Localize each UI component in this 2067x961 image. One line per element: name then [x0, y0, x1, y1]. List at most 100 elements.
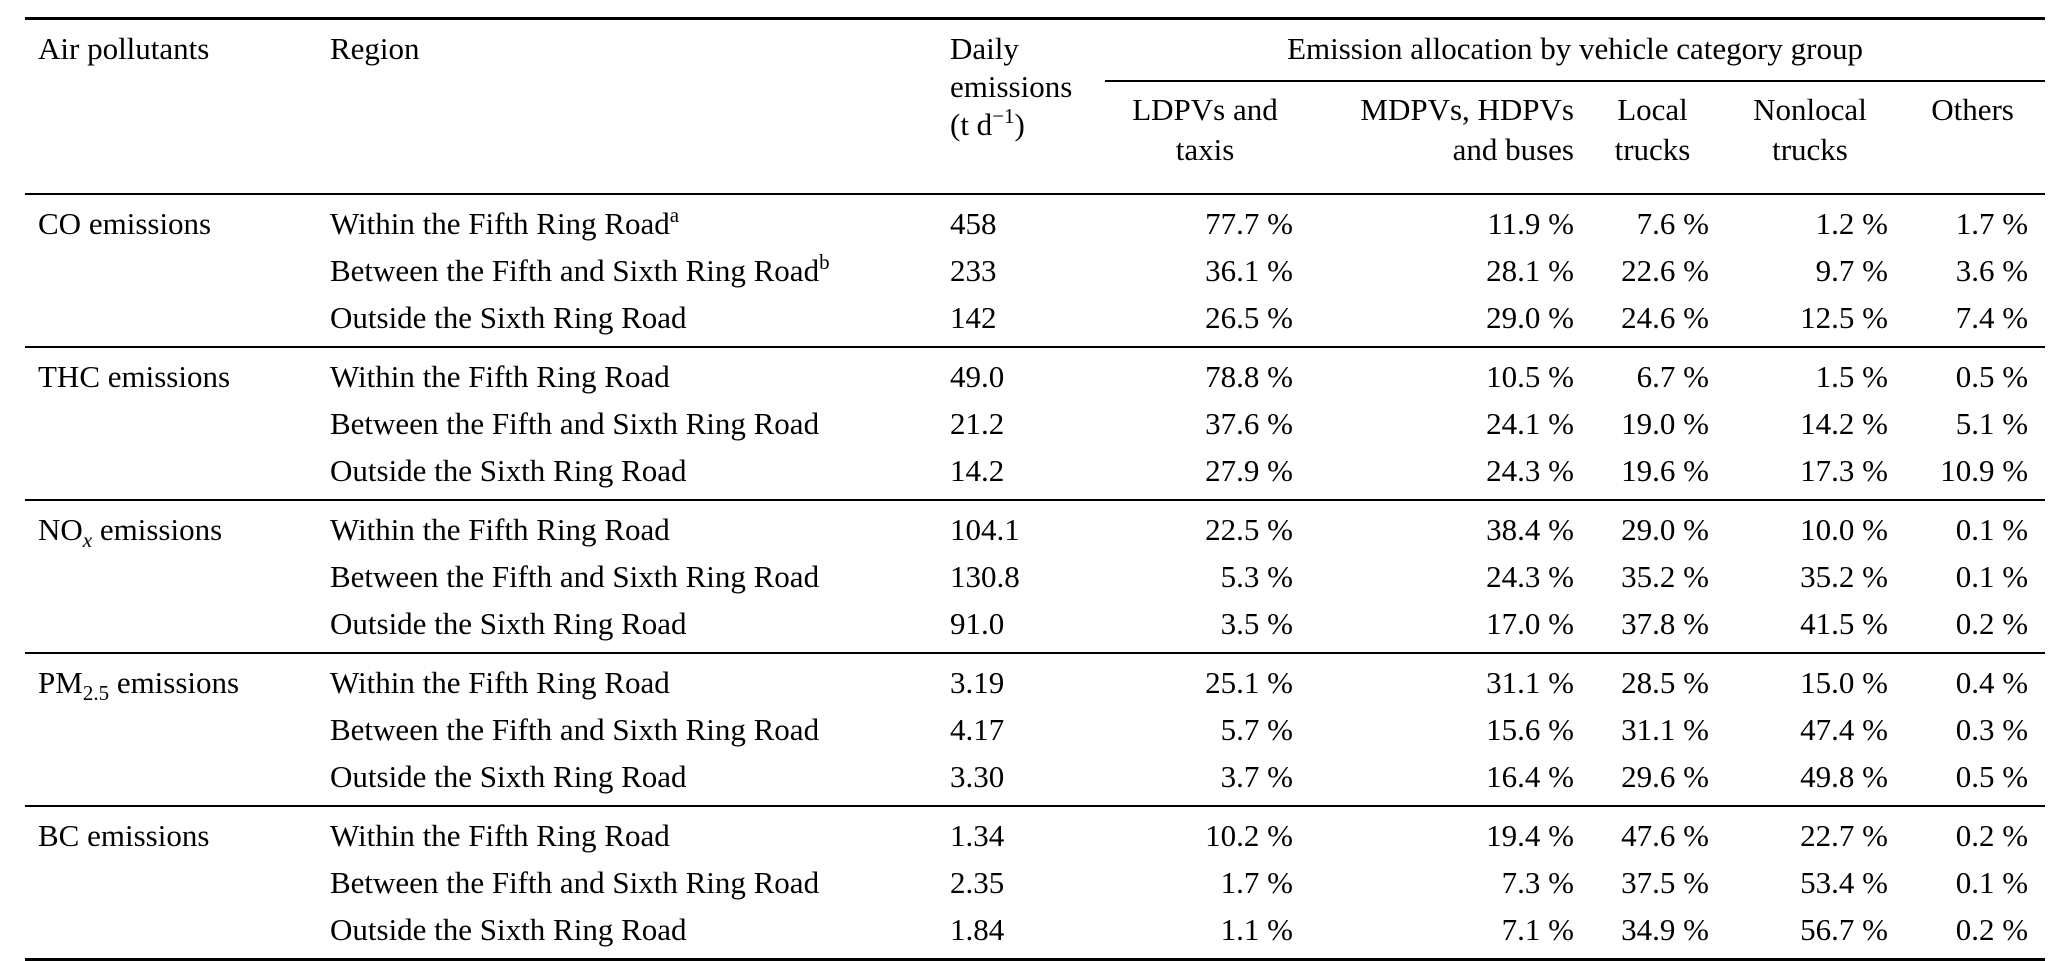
mdpv-hdpv-buses-cell: 24.1 % [1486, 406, 1574, 441]
local-trucks-cell: 19.6 % [1621, 453, 1709, 488]
header-nonlocal-line2: trucks [1772, 132, 1848, 167]
nonlocal-trucks-cell: 14.2 % [1800, 406, 1888, 441]
daily-emissions-cell: 233 [950, 253, 997, 288]
header-mdpv-hdpv-buses: MDPVs, HDPVs and buses [1305, 81, 1585, 194]
header-local-line1: Local [1617, 92, 1688, 127]
header-air-pollutants: Air pollutants [38, 31, 210, 66]
pollutant-cell [25, 758, 325, 806]
others-cell: 0.5 % [1955, 359, 2029, 394]
ldpv-taxis-cell: 78.8 % [1205, 359, 1293, 394]
daily-emissions-cell: 49.0 [950, 359, 1005, 394]
table-header: Air pollutants Region Daily emissions (t… [25, 18, 2046, 195]
local-trucks-cell: 34.9 % [1621, 912, 1709, 947]
region-cell: Within the Fifth Ring Road [325, 500, 940, 558]
daily-emissions-cell: 3.19 [950, 665, 1005, 700]
pollutant-text: emissions [79, 818, 210, 853]
nonlocal-trucks-cell: 1.5 % [1815, 359, 1888, 394]
header-daily-line2: emissions [950, 69, 1073, 104]
pollutant-cell [25, 864, 325, 911]
table-row: Between the Fifth and Sixth Ring Road 21… [25, 405, 2045, 452]
nonlocal-trucks-cell: 53.4 % [1800, 865, 1888, 900]
others-cell: 0.2 % [1955, 912, 2029, 947]
region-cell: Within the Fifth Ring Road [325, 347, 940, 405]
daily-emissions-cell: 130.8 [950, 559, 1020, 594]
mdpv-hdpv-buses-cell: 16.4 % [1486, 759, 1574, 794]
mdpv-hdpv-buses-cell: 24.3 % [1486, 559, 1574, 594]
region-text: Between the Fifth and Sixth Ring Road [330, 559, 820, 594]
mdpv-hdpv-buses-cell: 28.1 % [1486, 253, 1574, 288]
table-row: Between the Fifth and Sixth Ring Road 2.… [25, 864, 2045, 911]
others-cell: 0.2 % [1955, 606, 2029, 641]
table-row: Outside the Sixth Ring Road 91.0 3.5 % 1… [25, 605, 2045, 653]
mdpv-hdpv-buses-cell: 17.0 % [1486, 606, 1574, 641]
pollutant-cell [25, 911, 325, 960]
pollutant-cell [25, 452, 325, 500]
daily-emissions-cell: 21.2 [950, 406, 1005, 441]
ldpv-taxis-cell: 25.1 % [1205, 665, 1293, 700]
ldpv-taxis-cell: 3.5 % [1220, 606, 1293, 641]
mdpv-hdpv-buses-cell: 31.1 % [1486, 665, 1574, 700]
table-section-thc: THC emissions Within the Fifth Ring Road… [25, 347, 2046, 500]
pollutant-cell: PM2.5 emissions [25, 653, 325, 711]
mdpv-hdpv-buses-cell: 15.6 % [1486, 712, 1574, 747]
pollutant-cell: NOx emissions [25, 500, 325, 558]
header-nonlocal-trucks: Nonlocal trucks [1720, 81, 1900, 194]
pollutant-cell [25, 405, 325, 452]
region-cell: Between the Fifth and Sixth Ring Road [325, 711, 940, 758]
local-trucks-cell: 22.6 % [1621, 253, 1709, 288]
region-text: Within the Fifth Ring Road [330, 206, 670, 241]
local-trucks-cell: 29.6 % [1621, 759, 1709, 794]
ldpv-taxis-cell: 1.1 % [1220, 912, 1293, 947]
others-cell: 1.7 % [1955, 206, 2029, 241]
header-mdpv-line2: and buses [1452, 132, 1574, 167]
local-trucks-cell: 28.5 % [1621, 665, 1709, 700]
header-others-line1: Others [1931, 92, 2014, 127]
ldpv-taxis-cell: 5.7 % [1220, 712, 1293, 747]
ldpv-taxis-cell: 22.5 % [1205, 512, 1293, 547]
table-row: PM2.5 emissions Within the Fifth Ring Ro… [25, 653, 2045, 711]
header-group-emission-allocation: Emission allocation by vehicle category … [1105, 18, 2046, 82]
nonlocal-trucks-cell: 1.2 % [1815, 206, 1888, 241]
table-row: Between the Fifth and Sixth Ring Road 13… [25, 558, 2045, 605]
region-cell: Within the Fifth Ring Roada [325, 194, 940, 252]
header-local-trucks: Local trucks [1585, 81, 1720, 194]
nonlocal-trucks-cell: 9.7 % [1815, 253, 1888, 288]
others-cell: 0.1 % [1955, 559, 2029, 594]
region-text: Within the Fifth Ring Road [330, 818, 670, 853]
ldpv-taxis-cell: 36.1 % [1205, 253, 1293, 288]
header-daily-emissions: Daily emissions (t d−1) [940, 19, 1105, 195]
header-ldpv-line1: LDPVs and [1132, 92, 1278, 127]
table-section-bc: BC emissions Within the Fifth Ring Road … [25, 806, 2046, 960]
nonlocal-trucks-cell: 22.7 % [1800, 818, 1888, 853]
region-cell: Outside the Sixth Ring Road [325, 758, 940, 806]
local-trucks-cell: 37.5 % [1621, 865, 1709, 900]
nonlocal-trucks-cell: 17.3 % [1800, 453, 1888, 488]
local-trucks-cell: 24.6 % [1621, 300, 1709, 335]
unit-text: ) [1014, 107, 1025, 142]
ldpv-taxis-cell: 26.5 % [1205, 300, 1293, 335]
pollutant-cell [25, 252, 325, 299]
ldpv-taxis-cell: 37.6 % [1205, 406, 1293, 441]
mdpv-hdpv-buses-cell: 19.4 % [1486, 818, 1574, 853]
pollutant-text: THC [38, 359, 100, 394]
region-cell: Outside the Sixth Ring Road [325, 605, 940, 653]
pollutant-text: PM [38, 665, 83, 700]
region-cell: Between the Fifth and Sixth Ring Road [325, 864, 940, 911]
nonlocal-trucks-cell: 47.4 % [1800, 712, 1888, 747]
others-cell: 0.3 % [1955, 712, 2029, 747]
local-trucks-cell: 19.0 % [1621, 406, 1709, 441]
region-text: Outside the Sixth Ring Road [330, 300, 687, 335]
others-cell: 0.2 % [1955, 818, 2029, 853]
table-row: Between the Fifth and Sixth Ring Roadb 2… [25, 252, 2045, 299]
daily-emissions-cell: 4.17 [950, 712, 1005, 747]
nonlocal-trucks-cell: 56.7 % [1800, 912, 1888, 947]
region-text: Between the Fifth and Sixth Ring Road [330, 253, 820, 288]
table-section-co: CO emissions Within the Fifth Ring Roada… [25, 194, 2045, 347]
local-trucks-cell: 37.8 % [1621, 606, 1709, 641]
mdpv-hdpv-buses-cell: 7.1 % [1501, 912, 1574, 947]
table-row: THC emissions Within the Fifth Ring Road… [25, 347, 2045, 405]
unit-exponent: −1 [992, 104, 1015, 128]
table-row: CO emissions Within the Fifth Ring Roada… [25, 194, 2045, 252]
region-text: Within the Fifth Ring Road [330, 665, 670, 700]
local-trucks-cell: 7.6 % [1636, 206, 1709, 241]
